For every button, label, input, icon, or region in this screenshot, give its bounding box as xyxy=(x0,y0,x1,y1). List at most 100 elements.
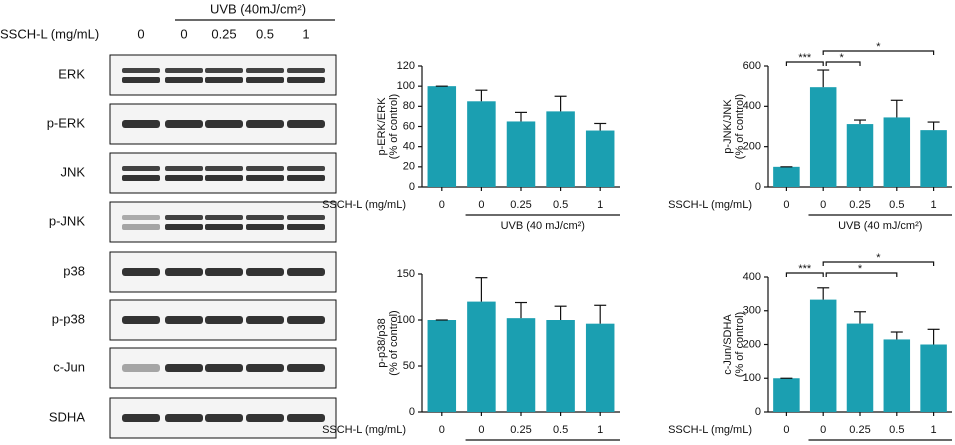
bar xyxy=(546,320,575,412)
blot-band xyxy=(205,166,243,171)
blot-band xyxy=(287,166,325,171)
blot-row-label: p-p38 xyxy=(52,311,85,326)
blot-band xyxy=(287,77,325,83)
x-tick-label: 1 xyxy=(931,199,937,211)
blot-band xyxy=(122,414,160,422)
y-axis-label: p-JNK/JNK xyxy=(722,99,734,154)
blot-band xyxy=(165,68,203,73)
bar xyxy=(809,87,837,187)
blot-band xyxy=(287,364,325,372)
y-tick-label: 0 xyxy=(409,406,415,418)
bar xyxy=(883,339,911,412)
blot-band xyxy=(287,224,325,230)
y-tick-label: 100 xyxy=(743,372,761,384)
blot-band xyxy=(246,166,284,171)
y-tick-label: 200 xyxy=(743,338,761,350)
bar xyxy=(506,318,536,412)
y-tick-label: 40 xyxy=(403,141,415,153)
blot-band xyxy=(165,268,203,276)
blot-band xyxy=(287,316,325,324)
blot-band xyxy=(246,120,284,128)
bar xyxy=(920,344,947,412)
blot-band xyxy=(122,268,160,276)
y-tick-label: 50 xyxy=(403,360,415,372)
y-tick-label: 0 xyxy=(755,181,761,193)
blot-band xyxy=(165,166,203,171)
blot-band xyxy=(246,316,284,324)
x-tick-label: 0 xyxy=(439,199,445,211)
lane-label: 0 xyxy=(137,26,144,41)
group-label: UVB (40 mJ/cm²) xyxy=(501,220,585,232)
error-bar xyxy=(817,69,830,88)
y-tick-label: 20 xyxy=(403,161,415,173)
blot-band xyxy=(205,414,243,422)
error-bar xyxy=(475,277,488,302)
x-tick-label: 0.25 xyxy=(510,199,531,211)
significance-bracket xyxy=(785,272,824,277)
blot-frame xyxy=(109,201,337,243)
x-tick-label: 0 xyxy=(478,199,484,211)
bar xyxy=(585,323,615,412)
blot-band xyxy=(122,68,160,73)
bar xyxy=(883,117,911,187)
blot-band xyxy=(246,175,284,181)
blot-band xyxy=(165,175,203,181)
error-bar xyxy=(927,328,940,345)
blot-header: UVB (40mJ/cm²) xyxy=(210,1,306,16)
significance-label: * xyxy=(876,252,881,264)
blot-row-label: ERK xyxy=(58,66,85,81)
error-bar xyxy=(890,331,903,340)
bar xyxy=(585,130,615,187)
error-bar xyxy=(594,122,607,131)
lane-label: 1 xyxy=(302,26,309,41)
y-axis-label: p-ERK/ERK xyxy=(376,97,388,156)
error-bar xyxy=(817,287,830,300)
x-tick-label: 1 xyxy=(931,424,937,436)
y-tick-label: 60 xyxy=(403,120,415,132)
error-bar xyxy=(515,111,527,122)
bar xyxy=(773,166,800,187)
blot-band xyxy=(165,316,203,324)
blot-row-label: p-JNK xyxy=(49,213,85,228)
blot-band xyxy=(122,364,160,372)
error-bar xyxy=(854,119,866,125)
x-tick-label: 0.5 xyxy=(553,424,568,436)
significance-label: * xyxy=(839,52,844,64)
bar xyxy=(809,299,837,412)
x-row-label: SSCH-L (mg/mL) xyxy=(322,424,406,436)
bar xyxy=(467,101,496,187)
blot-band xyxy=(122,316,160,324)
y-tick-label: 400 xyxy=(743,271,761,283)
significance-bracket xyxy=(822,261,935,266)
error-bar xyxy=(594,304,607,324)
blot-band xyxy=(205,316,243,324)
y-axis-label: (% of control) xyxy=(734,312,746,377)
lane-label: 0 xyxy=(180,26,187,41)
blot-band xyxy=(165,364,203,372)
blot-band xyxy=(122,224,160,230)
blot-row-label: p-ERK xyxy=(47,115,86,130)
blot-band xyxy=(122,120,160,128)
blot-dose-label: SSCH-L (mg/mL) xyxy=(0,26,99,41)
y-tick-label: 100 xyxy=(397,80,415,92)
blot-band xyxy=(246,77,284,83)
y-tick-label: 600 xyxy=(743,60,761,72)
blot-band xyxy=(205,120,243,128)
blot-band xyxy=(205,215,243,220)
blot-band xyxy=(165,414,203,422)
x-tick-label: 0.5 xyxy=(889,424,904,436)
significance-bracket xyxy=(822,50,935,55)
blot-band xyxy=(287,120,325,128)
bar xyxy=(546,111,575,187)
significance-bracket xyxy=(785,61,824,66)
blot-band xyxy=(122,77,160,83)
x-tick-label: 0.25 xyxy=(849,199,870,211)
x-row-label: SSCH-L (mg/mL) xyxy=(668,424,752,436)
error-bar xyxy=(854,311,866,324)
y-tick-label: 120 xyxy=(397,60,415,72)
x-tick-label: 0 xyxy=(820,199,826,211)
y-axis-label: (% of control) xyxy=(734,94,746,159)
error-bar xyxy=(475,89,488,102)
